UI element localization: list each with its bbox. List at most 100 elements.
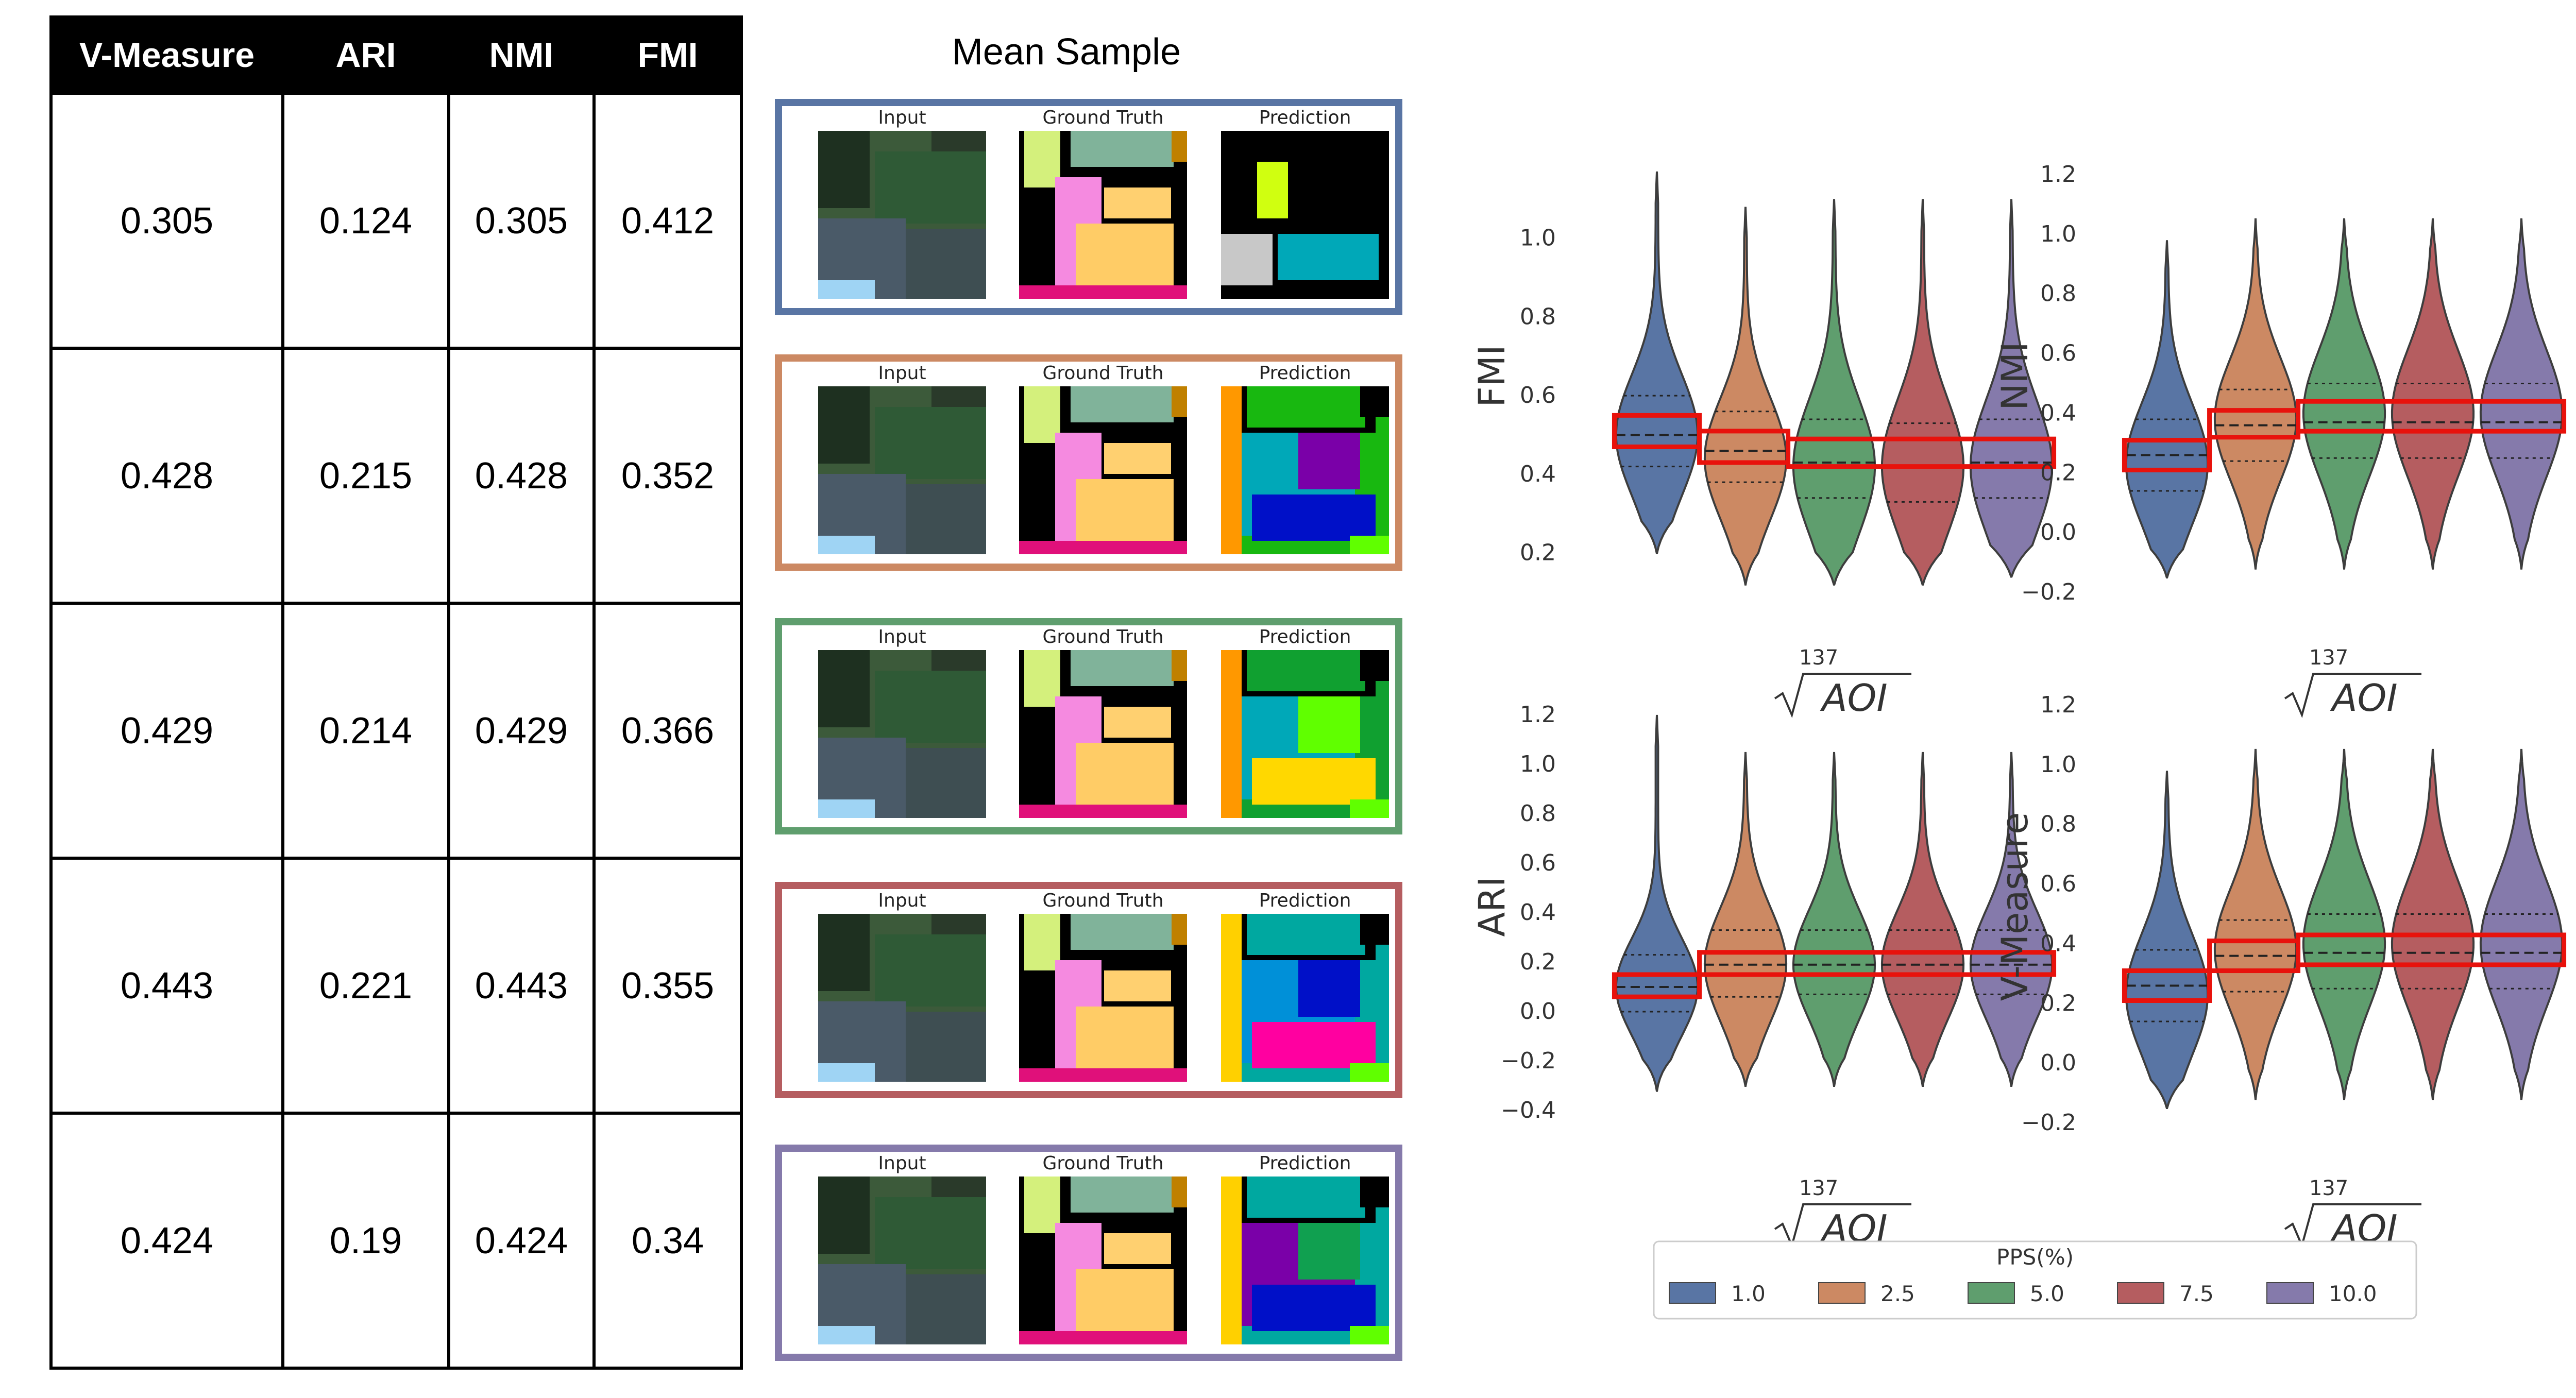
y-tick-label: 0.6 [2040,340,2076,367]
prediction-mask [1221,650,1389,818]
panel-label: Prediction [1259,107,1351,128]
input-satellite-image [818,1177,986,1344]
x-label-root-index: 137 [2309,1177,2348,1200]
violin-10.0 [1969,752,2054,1087]
input-satellite-image [818,131,986,299]
y-tick-label: −0.2 [2021,1110,2076,1136]
x-label-root-index: 137 [1799,646,1838,670]
violin-1.0 [2125,240,2209,578]
sample-panel: Input Ground Truth Prediction [775,618,1402,834]
y-axis-label: NMI [1994,342,2036,410]
sample-panel: Input Ground Truth Prediction [775,1145,1402,1361]
y-tick-label: 1.2 [2040,161,2076,187]
violin-7.5 [1880,199,1965,586]
violin-1.0 [2125,771,2209,1109]
y-tick-label: 0.4 [1520,899,1556,926]
sample-panel: Input Ground Truth Prediction [775,354,1402,571]
table-row: 0.443 0.221 0.443 0.355 [49,857,743,1115]
y-tick-label: 0.8 [2040,281,2076,307]
highlight-box [2122,438,2212,472]
cell-nmi: 0.443 [447,857,596,1115]
violin-7.5 [1880,752,1965,1087]
y-tick-label: 0.4 [2040,400,2076,426]
legend-swatch [1818,1282,1866,1304]
panel-label: Prediction [1259,626,1351,647]
y-axis-label: FMI [1471,345,1513,407]
legend-label: 5.0 [2030,1281,2064,1306]
legend-swatch [1669,1282,1716,1304]
ground-truth-mask [1019,650,1187,818]
cell-nmi: 0.424 [447,1112,596,1370]
cell-fmi: 0.412 [592,92,743,350]
violin-10.0 [2479,748,2564,1100]
header-ari: ARI [281,15,450,95]
cell-fmi: 0.355 [592,857,743,1115]
violin-5.0 [1792,199,1876,586]
input-satellite-image [818,914,986,1082]
y-tick-label: 0.2 [2040,990,2076,1016]
violin-5.0 [2302,748,2386,1100]
ground-truth-mask [1019,914,1187,1082]
violin-2.5 [2213,218,2298,570]
mean-sample-title: Mean Sample [952,31,1181,73]
cell-fmi: 0.352 [592,347,743,605]
y-tick-label: 0.8 [1520,800,1556,827]
panel-label: Input [878,363,926,384]
panel-label: Input [878,107,926,128]
violin-5.0 [1792,752,1876,1087]
input-satellite-image [818,386,986,554]
y-tick-label: 0.8 [1520,303,1556,330]
y-tick-label: −0.2 [1501,1048,1556,1074]
cell-ari: 0.215 [281,347,450,605]
panel-label: Ground Truth [1042,890,1164,911]
header-fmi: FMI [592,15,743,95]
header-v-measure: V-Measure [49,15,284,95]
y-tick-label: 0.6 [2040,871,2076,897]
prediction-mask [1221,386,1389,554]
table-row: 0.424 0.19 0.424 0.34 [49,1112,743,1370]
violin-1.0 [1615,171,1699,554]
metrics-table: V-Measure ARI NMI FMI 0.305 0.124 0.305 … [49,15,743,1370]
panel-label: Input [878,890,926,911]
highlight-box [2296,932,2567,967]
header-nmi: NMI [447,15,596,95]
violin-chart-fmi: 0.2 0.4 0.6 0.8 1.0 FMI 137 AOI [1471,171,2057,720]
highlight-box [1697,950,2057,977]
violin-7.5 [2391,748,2475,1100]
violin-10.0 [2479,218,2564,570]
cell-ari: 0.124 [281,92,450,350]
violin-10.0 [1970,199,2053,578]
y-tick-label: 0.0 [2040,1050,2076,1076]
violin-7.5 [2391,218,2475,570]
y-axis-label: V-Measure [1994,812,2036,1001]
x-label-root-index: 137 [2309,646,2348,670]
ground-truth-mask [1019,386,1187,554]
x-label-radicand: AOI [2330,676,2397,720]
table-row: 0.428 0.215 0.428 0.352 [49,347,743,605]
cell-ari: 0.214 [281,602,450,860]
y-axis-label: ARI [1471,876,1513,936]
legend-swatch [2117,1282,2164,1304]
y-tick-label: 0.6 [1520,382,1556,408]
highlight-box [1612,972,1702,999]
panel-label: Ground Truth [1042,626,1164,647]
legend-swatch [1968,1282,2015,1304]
panel-label: Input [878,1153,926,1174]
cell-ari: 0.19 [281,1112,450,1370]
y-tick-label: 0.2 [1520,540,1556,566]
table-row: 0.429 0.214 0.429 0.366 [49,602,743,860]
panel-label: Prediction [1259,1153,1351,1174]
y-tick-label: 1.0 [2040,752,2076,778]
ground-truth-mask [1019,131,1187,299]
y-tick-label: 1.0 [1520,225,1556,251]
violin-charts: 0.2 0.4 0.6 0.8 1.0 FMI 137 AOI −0.2 0.0 0.2 0.4 0.6… [1471,161,2567,1320]
y-tick-label: 1.0 [2040,221,2076,247]
cell-v-measure: 0.443 [49,857,284,1115]
legend-title: PPS(%) [1996,1244,2074,1270]
sample-panel: Input Ground Truth Prediction [775,882,1402,1098]
panel-label: Prediction [1259,890,1351,911]
y-tick-label: 0.0 [1520,998,1556,1025]
prediction-mask [1221,1177,1389,1344]
